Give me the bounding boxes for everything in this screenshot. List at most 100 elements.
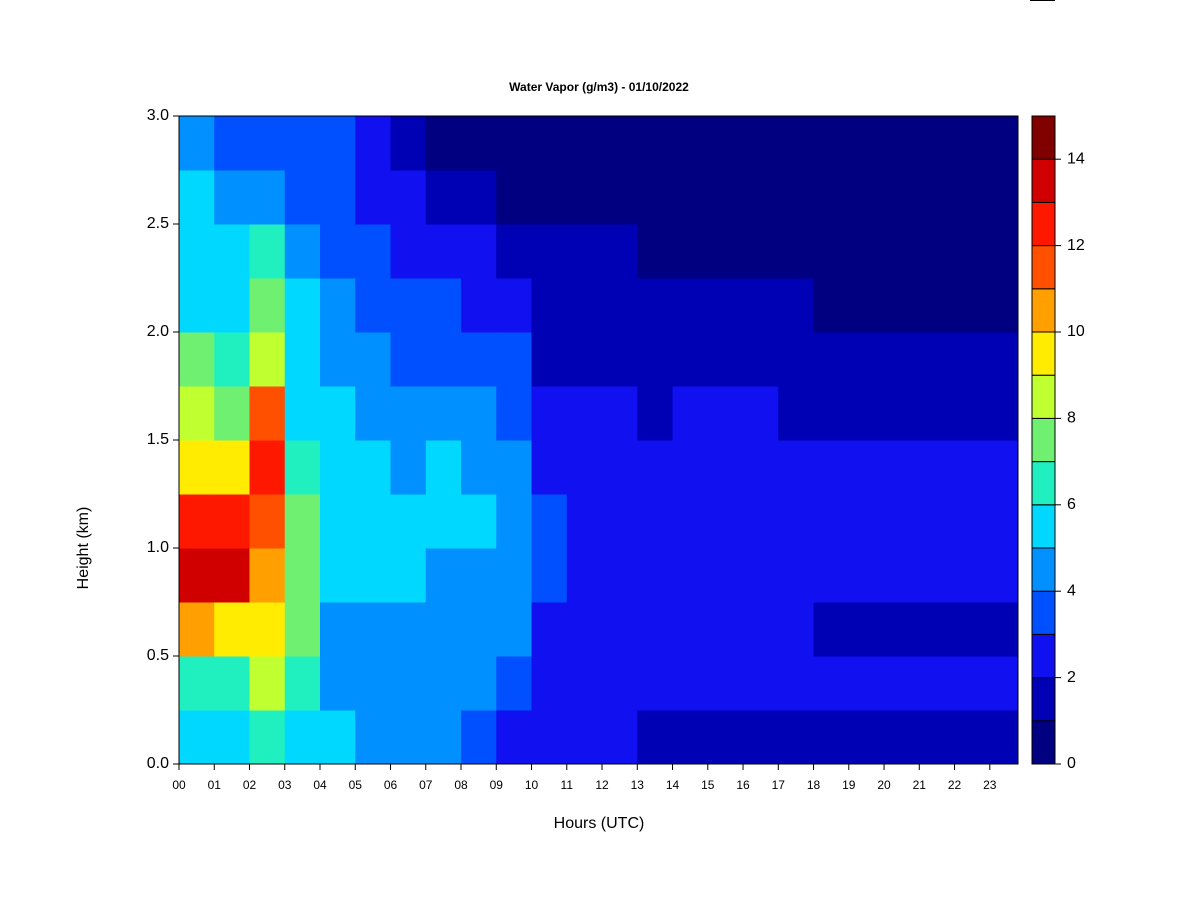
field-cell bbox=[989, 170, 1019, 225]
colorbar-tick-label: 4 bbox=[1067, 582, 1076, 599]
field-cell bbox=[848, 278, 885, 333]
field-cell bbox=[179, 278, 215, 333]
field-cell bbox=[813, 656, 850, 711]
field-cell bbox=[531, 602, 568, 657]
field-cell bbox=[390, 710, 427, 765]
x-tick-label: 09 bbox=[490, 778, 504, 792]
field-cell bbox=[919, 278, 956, 333]
field-cell bbox=[249, 548, 286, 603]
x-tick-label: 13 bbox=[631, 778, 645, 792]
field-cell bbox=[496, 440, 533, 495]
field-cell bbox=[884, 386, 920, 441]
y-tick-label: 2.5 bbox=[147, 215, 169, 232]
field-cell bbox=[602, 602, 638, 657]
field-cell bbox=[284, 224, 321, 279]
x-tick-label: 10 bbox=[525, 778, 539, 792]
field-cell bbox=[884, 278, 920, 333]
field-cell bbox=[954, 548, 991, 603]
field-cell bbox=[989, 278, 1019, 333]
field-cell bbox=[954, 494, 991, 549]
field-cell bbox=[743, 224, 779, 279]
field-cell bbox=[919, 440, 956, 495]
field-cell bbox=[390, 602, 427, 657]
field-cell bbox=[672, 278, 709, 333]
field-cell bbox=[461, 494, 497, 549]
field-cell bbox=[954, 116, 991, 171]
field-cell bbox=[214, 602, 251, 657]
field-cell bbox=[214, 224, 251, 279]
field-cell bbox=[672, 710, 709, 765]
field-cell bbox=[214, 548, 251, 603]
field-cell bbox=[496, 170, 533, 225]
field-cell bbox=[602, 548, 638, 603]
field-cell bbox=[813, 386, 850, 441]
field-cell bbox=[989, 602, 1019, 657]
field-cell bbox=[355, 386, 392, 441]
field-cell bbox=[672, 332, 709, 387]
field-cell bbox=[848, 386, 885, 441]
field-cell bbox=[355, 224, 392, 279]
x-tick-label: 06 bbox=[384, 778, 398, 792]
field-cell bbox=[848, 440, 885, 495]
field-cell bbox=[284, 548, 321, 603]
field-cell bbox=[954, 386, 991, 441]
field-cell bbox=[320, 602, 356, 657]
colorbar-box bbox=[1031, 374, 1056, 419]
field-cell bbox=[989, 656, 1019, 711]
field-cell bbox=[566, 170, 603, 225]
field-cell bbox=[425, 116, 462, 171]
field-cell bbox=[179, 494, 215, 549]
field-cell bbox=[355, 170, 392, 225]
field-cell bbox=[707, 278, 744, 333]
field-cell bbox=[496, 710, 533, 765]
x-tick-label: 03 bbox=[278, 778, 292, 792]
field-cell bbox=[602, 224, 638, 279]
field-cell bbox=[179, 656, 215, 711]
field-cell bbox=[602, 278, 638, 333]
field-cell bbox=[813, 548, 850, 603]
field-cell bbox=[284, 710, 321, 765]
x-tick-label: 22 bbox=[948, 778, 962, 792]
field-cell bbox=[707, 494, 744, 549]
field-cell bbox=[989, 440, 1019, 495]
field-cell bbox=[249, 494, 286, 549]
field-cell bbox=[320, 440, 356, 495]
field-cell bbox=[637, 548, 674, 603]
field-cell bbox=[672, 386, 709, 441]
field-cell bbox=[355, 656, 392, 711]
field-cell bbox=[425, 170, 462, 225]
field-cell bbox=[390, 440, 427, 495]
field-cell bbox=[637, 602, 674, 657]
field-cell bbox=[884, 440, 920, 495]
field-cell bbox=[425, 494, 462, 549]
x-tick-label: 14 bbox=[666, 778, 680, 792]
field-cell bbox=[566, 440, 603, 495]
field-cell bbox=[320, 278, 356, 333]
field-cell bbox=[637, 332, 674, 387]
field-cell bbox=[884, 710, 920, 765]
field-cell bbox=[496, 224, 533, 279]
field-cell bbox=[284, 494, 321, 549]
field-cell bbox=[355, 548, 392, 603]
field-cell bbox=[425, 548, 462, 603]
field-cell bbox=[813, 494, 850, 549]
field-cell bbox=[707, 224, 744, 279]
field-cell bbox=[425, 710, 462, 765]
field-cell bbox=[531, 656, 568, 711]
colorbar-box bbox=[1031, 331, 1056, 376]
field-cell bbox=[284, 602, 321, 657]
field-cell bbox=[284, 656, 321, 711]
field-cell bbox=[390, 170, 427, 225]
chart-title: Water Vapor (g/m3) - 01/10/2022 bbox=[509, 80, 689, 94]
field-cell bbox=[284, 278, 321, 333]
field-cell bbox=[496, 386, 533, 441]
x-tick-label: 11 bbox=[561, 778, 574, 792]
field-cell bbox=[919, 548, 956, 603]
field-cell bbox=[848, 332, 885, 387]
field-cell bbox=[214, 278, 251, 333]
field-cell bbox=[461, 548, 497, 603]
x-tick-label: 12 bbox=[595, 778, 609, 792]
field-cell bbox=[179, 386, 215, 441]
field-cell bbox=[707, 602, 744, 657]
field-cell bbox=[249, 602, 286, 657]
